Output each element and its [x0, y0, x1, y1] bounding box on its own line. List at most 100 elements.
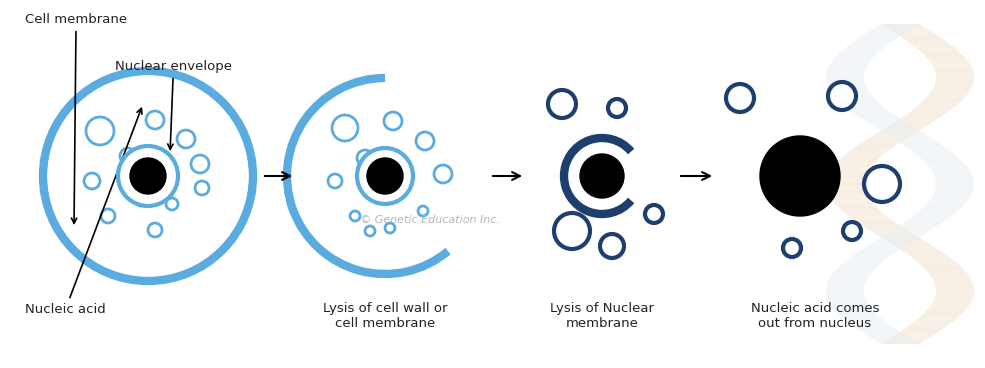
Circle shape: [367, 158, 403, 194]
Polygon shape: [932, 64, 970, 65]
Polygon shape: [916, 106, 955, 107]
Polygon shape: [858, 251, 897, 252]
Polygon shape: [826, 81, 865, 82]
Polygon shape: [929, 273, 968, 275]
Polygon shape: [924, 268, 963, 269]
Polygon shape: [857, 222, 896, 223]
Polygon shape: [906, 40, 946, 41]
Polygon shape: [919, 50, 958, 51]
Polygon shape: [899, 249, 939, 250]
Polygon shape: [898, 142, 939, 143]
Polygon shape: [864, 141, 903, 142]
Polygon shape: [831, 275, 870, 276]
Polygon shape: [827, 299, 866, 300]
Polygon shape: [928, 202, 966, 203]
Polygon shape: [826, 295, 865, 296]
Polygon shape: [874, 340, 914, 341]
Circle shape: [130, 158, 166, 194]
Polygon shape: [861, 249, 901, 250]
Polygon shape: [914, 107, 953, 109]
Polygon shape: [832, 59, 872, 60]
Polygon shape: [934, 86, 972, 87]
Polygon shape: [862, 142, 901, 143]
Polygon shape: [831, 61, 870, 63]
Polygon shape: [919, 317, 958, 318]
Polygon shape: [847, 215, 886, 216]
Polygon shape: [827, 298, 866, 299]
Polygon shape: [837, 313, 877, 314]
Polygon shape: [841, 316, 880, 317]
Polygon shape: [907, 326, 948, 327]
Polygon shape: [919, 157, 958, 158]
Polygon shape: [861, 36, 900, 37]
Polygon shape: [828, 279, 868, 280]
Polygon shape: [903, 145, 943, 146]
Polygon shape: [833, 95, 872, 96]
Polygon shape: [895, 120, 936, 121]
Polygon shape: [873, 28, 912, 29]
Polygon shape: [936, 286, 974, 287]
Polygon shape: [936, 285, 973, 286]
Polygon shape: [827, 297, 865, 298]
Polygon shape: [836, 99, 876, 100]
Polygon shape: [826, 185, 864, 187]
Polygon shape: [932, 277, 970, 279]
Polygon shape: [872, 231, 911, 233]
Polygon shape: [869, 336, 908, 337]
Text: Cell membrane: Cell membrane: [25, 13, 127, 223]
Polygon shape: [880, 237, 920, 238]
Polygon shape: [927, 164, 966, 165]
Polygon shape: [851, 149, 890, 150]
Polygon shape: [934, 175, 972, 176]
Polygon shape: [826, 181, 864, 183]
Polygon shape: [925, 98, 964, 99]
Polygon shape: [890, 243, 931, 244]
Polygon shape: [826, 74, 864, 75]
Polygon shape: [932, 171, 970, 172]
Polygon shape: [923, 160, 961, 161]
Polygon shape: [897, 226, 937, 227]
Polygon shape: [920, 103, 958, 104]
Polygon shape: [828, 280, 867, 281]
Polygon shape: [912, 216, 952, 217]
Polygon shape: [884, 239, 924, 240]
Polygon shape: [861, 331, 900, 332]
Polygon shape: [885, 26, 924, 27]
Polygon shape: [917, 212, 955, 213]
Polygon shape: [908, 112, 949, 113]
Polygon shape: [901, 37, 941, 38]
Circle shape: [136, 196, 146, 206]
Polygon shape: [849, 323, 888, 324]
Polygon shape: [830, 63, 869, 64]
Polygon shape: [826, 79, 864, 81]
Polygon shape: [832, 307, 871, 308]
Circle shape: [548, 90, 576, 118]
Polygon shape: [930, 167, 968, 169]
Polygon shape: [931, 304, 969, 305]
Polygon shape: [911, 257, 951, 258]
Polygon shape: [857, 115, 896, 116]
Polygon shape: [931, 276, 969, 277]
Polygon shape: [934, 174, 972, 175]
Polygon shape: [935, 283, 973, 284]
Polygon shape: [906, 147, 946, 148]
Polygon shape: [891, 336, 931, 337]
Polygon shape: [931, 63, 969, 64]
Polygon shape: [868, 123, 907, 124]
Circle shape: [726, 84, 754, 112]
Polygon shape: [847, 152, 886, 153]
Text: Nuclear envelope: Nuclear envelope: [115, 60, 232, 149]
Polygon shape: [894, 121, 934, 123]
Polygon shape: [877, 132, 917, 133]
Polygon shape: [832, 201, 872, 202]
Polygon shape: [832, 273, 871, 275]
Polygon shape: [837, 206, 876, 207]
Polygon shape: [867, 138, 906, 139]
Polygon shape: [916, 319, 955, 321]
Polygon shape: [827, 176, 866, 177]
Polygon shape: [892, 123, 932, 124]
Polygon shape: [866, 335, 905, 336]
Polygon shape: [925, 205, 964, 206]
Polygon shape: [934, 299, 972, 300]
Polygon shape: [857, 252, 896, 253]
